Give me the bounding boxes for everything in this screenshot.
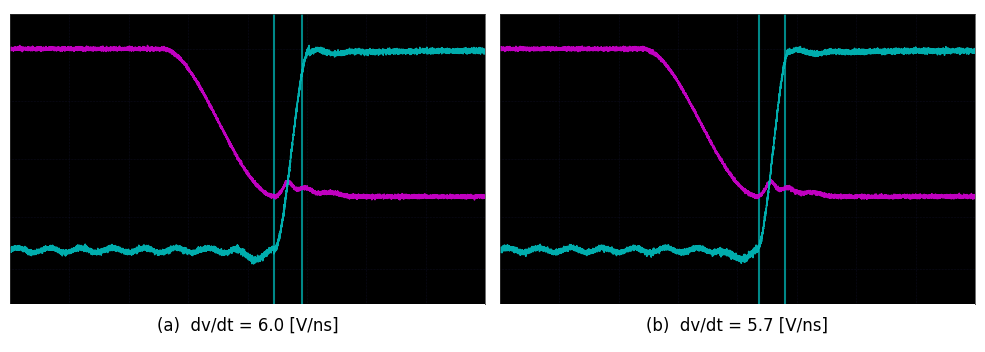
Text: (a)  dv/dt = 6.0 [V/ns]: (a) dv/dt = 6.0 [V/ns]	[157, 316, 339, 334]
Text: (b)  dv/dt = 5.7 [V/ns]: (b) dv/dt = 5.7 [V/ns]	[646, 316, 828, 334]
